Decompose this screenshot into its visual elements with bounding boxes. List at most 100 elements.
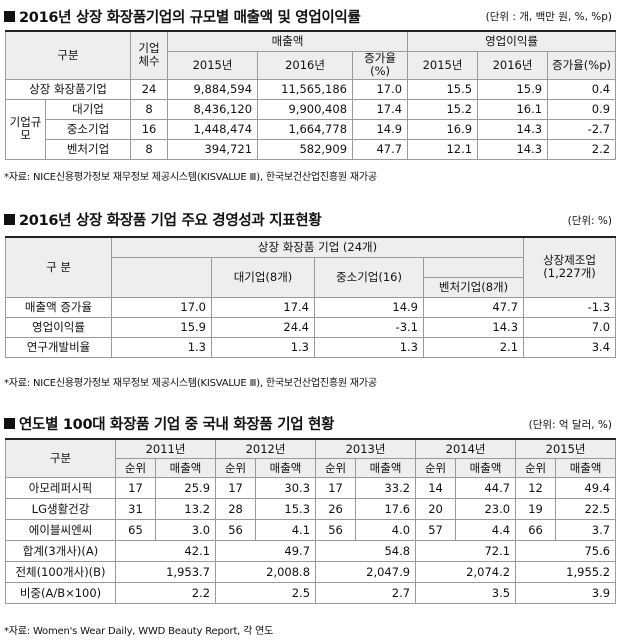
cell: 47.7 [352, 138, 409, 160]
row-label: 아모레퍼시픽 [5, 476, 116, 499]
cell: 14.9 [352, 118, 409, 140]
header-sales: 매출액 [355, 457, 417, 478]
cell: 42.1 [114, 539, 217, 562]
section2-source-note: *자료: NICE신용평가정보 재무정보 제공시스템(KISVALUE Ⅲ), … [4, 378, 377, 389]
header-gubun: 구분 [5, 438, 116, 478]
size-sales-table: 구분 기업체수 매출액 영업이익률 2015년 2016년 증가율(%) 201… [4, 30, 617, 160]
table-row: 합계(3개사)(A) 42.1 49.7 54.8 72.1 75.6 [5, 539, 617, 562]
header-blank [111, 256, 212, 298]
cell: 30.3 [255, 476, 317, 499]
cell: 0.4 [547, 78, 617, 100]
cell: 56 [315, 518, 357, 541]
row-label: 대기업 [44, 98, 132, 120]
cell: 17 [315, 476, 357, 499]
cell: 1,664,778 [257, 118, 354, 140]
cell: 22.5 [555, 497, 617, 520]
cell: 2.5 [215, 581, 317, 604]
cell: -1.3 [523, 296, 617, 318]
cell: 12.1 [407, 138, 479, 160]
cell: 17.0 [111, 296, 212, 318]
bullet-square-icon [4, 11, 15, 22]
table-row: 비중(A/B×100) 2.2 2.5 2.7 3.5 3.9 [5, 581, 617, 604]
section2-title-text: 2016년 상장 화장품 기업 주요 경영성과 지표현황 [19, 213, 322, 229]
cell: 17.0 [352, 78, 409, 100]
cell: 56 [215, 518, 257, 541]
header-rate-p: 증가율(%p) [547, 50, 617, 80]
header-gubun: 구분 [4, 30, 132, 80]
cell: 66 [515, 518, 557, 541]
cell: 1.3 [211, 336, 315, 358]
header-sme: 중소기업(16) [314, 256, 424, 298]
bullet-square-icon [4, 214, 15, 225]
performance-table: 구 분 상장 화장품 기업 (24개) 상장제조업(1,227개) 대기업(8개… [5, 236, 617, 358]
table-row: 아모레퍼시픽 17 25.9 17 30.3 17 33.2 14 44.7 12 49.… [5, 476, 617, 499]
section1-source-note: *자료: NICE신용평가정보 재무정보 제공시스템(KISVALUE Ⅲ), … [4, 172, 377, 183]
cell: 14 [415, 476, 457, 499]
cell: 49.7 [215, 539, 317, 562]
table-row: 연구개발비율 1.3 1.3 1.3 2.1 3.4 [5, 336, 617, 358]
section2-title: 2016년 상장 화장품 기업 주요 경영성과 지표현황 [4, 209, 322, 230]
cell: 2,008.8 [215, 560, 317, 583]
header-rank: 순위 [315, 457, 357, 478]
cell: 25.9 [154, 476, 217, 499]
header-2015: 2015년 [167, 50, 259, 80]
cell: 3.7 [555, 518, 617, 541]
cell: 24 [130, 78, 169, 100]
header-year: 2014년 [415, 438, 517, 459]
cell: 26 [315, 497, 357, 520]
header-rank: 순위 [515, 457, 557, 478]
section1-title: 2016년 상장 화장품기업의 규모별 매출액 및 영업이익률 [4, 6, 361, 27]
section3-source-note: *자료: Women's Wear Daily, WWD Beauty Repo… [4, 626, 274, 637]
cell: 16 [130, 118, 169, 140]
bullet-square-icon [4, 418, 15, 429]
row-label: LG생활건강 [5, 497, 116, 520]
cell: 28 [215, 497, 257, 520]
header-sales: 매출액 [167, 30, 409, 52]
cell: 17.6 [355, 497, 417, 520]
cell: 13.2 [154, 497, 217, 520]
cell: 15.3 [255, 497, 317, 520]
cell: 9,884,594 [167, 78, 259, 100]
cell: 1,953.7 [114, 560, 217, 583]
cell: 17.4 [211, 296, 315, 318]
cell: -3.1 [314, 316, 424, 338]
cell: 20 [415, 497, 457, 520]
header-sales: 매출액 [255, 457, 317, 478]
cell: 17.4 [352, 98, 409, 120]
cell: 2.2 [547, 138, 617, 160]
cell: 3.4 [523, 336, 617, 358]
table-row: 매출액 증가율 17.0 17.4 14.9 47.7 -1.3 [5, 296, 617, 318]
cell: 14.9 [314, 296, 424, 318]
cell: 54.8 [315, 539, 417, 562]
cell: 47.7 [422, 296, 525, 318]
cell: -2.7 [547, 118, 617, 140]
section2-unit: (단위: %) [567, 215, 612, 227]
top100-table: 구분 2011년 2012년 2013년 2014년 2015년 순위 매출액 순… [5, 438, 617, 604]
cell: 17 [115, 476, 156, 499]
section1-unit: (단위 : 개, 백만 원, %, %p) [485, 11, 612, 23]
header-2016: 2016년 [477, 50, 549, 80]
table-row: 전체(100개사)(B) 1,953.7 2,008.8 2,047.9 2,0… [5, 560, 617, 583]
header-rank: 순위 [115, 457, 156, 478]
header-year: 2012년 [215, 438, 317, 459]
cell: 24.4 [211, 316, 315, 338]
cell: 2,047.9 [315, 560, 417, 583]
header-year: 2011년 [114, 438, 217, 459]
table-row: 상장 화장품기업 24 9,884,594 11,565,186 17.0 15… [4, 78, 617, 100]
cell: 3.9 [515, 581, 617, 604]
cell: 49.4 [555, 476, 617, 499]
cell: 8,436,120 [167, 98, 259, 120]
header-sales: 매출액 [154, 457, 217, 478]
cell: 19 [515, 497, 557, 520]
cell: 1,955.2 [515, 560, 617, 583]
cell: 15.9 [111, 316, 212, 338]
cell: 3.5 [415, 581, 517, 604]
row-group-label: 기업규모 [5, 98, 46, 160]
header-rank: 순위 [215, 457, 257, 478]
header-count: 기업체수 [130, 30, 169, 80]
cell: 12 [515, 476, 557, 499]
header-gubun: 구 분 [5, 236, 112, 298]
header-op-margin: 영업이익률 [407, 30, 617, 52]
cell: 3.0 [154, 518, 217, 541]
cell: 16.9 [407, 118, 479, 140]
